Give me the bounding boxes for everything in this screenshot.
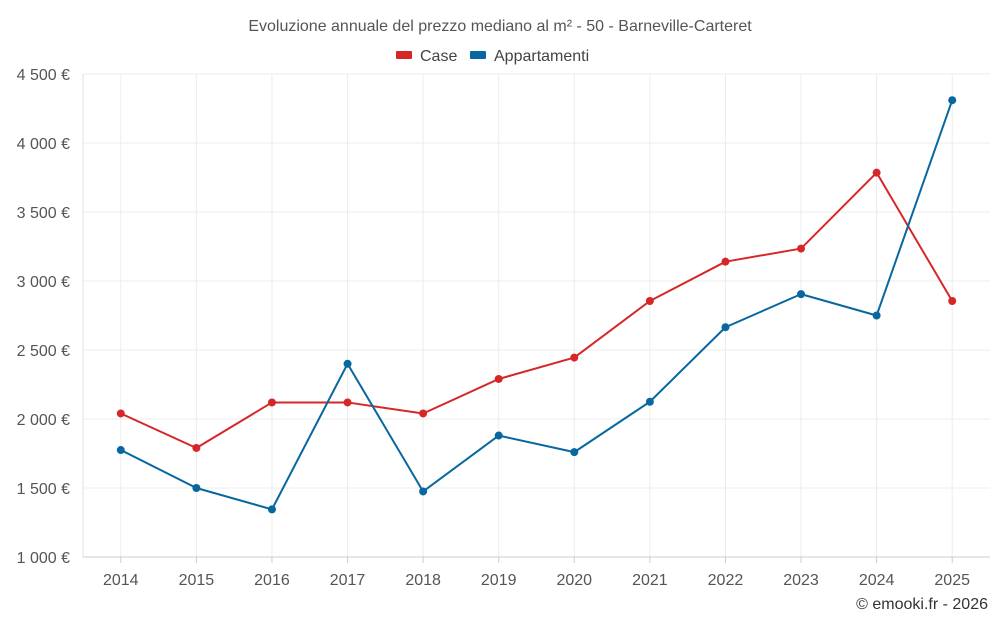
data-point-case[interactable] bbox=[116, 409, 125, 418]
x-tick-label: 2020 bbox=[556, 572, 592, 589]
x-tick-label: 2018 bbox=[405, 572, 441, 589]
y-tick-label: 3 500 € bbox=[17, 205, 70, 222]
data-point-appartamenti[interactable] bbox=[343, 359, 352, 368]
grid bbox=[83, 73, 990, 558]
data-point-case[interactable] bbox=[721, 257, 730, 266]
legend: Case Appartamenti bbox=[396, 48, 589, 65]
legend-label-appartamenti: Appartamenti bbox=[494, 48, 589, 65]
data-point-case[interactable] bbox=[872, 168, 881, 177]
legend-swatch-appartamenti bbox=[470, 51, 486, 59]
data-point-appartamenti[interactable] bbox=[494, 431, 503, 440]
data-point-case[interactable] bbox=[570, 353, 579, 362]
legend-label-case: Case bbox=[420, 48, 457, 65]
x-tick-label: 2015 bbox=[179, 572, 215, 589]
data-point-appartamenti[interactable] bbox=[797, 290, 806, 299]
x-tick-label: 2023 bbox=[783, 572, 819, 589]
data-point-case[interactable] bbox=[343, 398, 352, 407]
data-point-case[interactable] bbox=[948, 297, 957, 306]
data-point-appartamenti[interactable] bbox=[872, 311, 881, 320]
x-tick-label: 2017 bbox=[330, 572, 366, 589]
x-tick-label: 2024 bbox=[859, 572, 895, 589]
y-tick-label: 4 500 € bbox=[17, 67, 70, 84]
data-point-appartamenti[interactable] bbox=[419, 487, 428, 496]
data-point-case[interactable] bbox=[645, 297, 654, 306]
series-appartamenti bbox=[116, 96, 957, 514]
data-point-case[interactable] bbox=[419, 409, 428, 418]
data-point-case[interactable] bbox=[192, 443, 201, 452]
data-point-appartamenti[interactable] bbox=[267, 505, 276, 514]
data-point-appartamenti[interactable] bbox=[192, 484, 201, 492]
legend-swatch-case bbox=[396, 51, 412, 59]
x-tick-label: 2014 bbox=[103, 572, 139, 589]
series bbox=[116, 96, 957, 514]
x-tick-label: 2022 bbox=[708, 572, 744, 589]
legend-item-appartamenti[interactable]: Appartamenti bbox=[470, 48, 589, 65]
data-point-appartamenti[interactable] bbox=[645, 397, 654, 406]
chart-title: Evoluzione annuale del prezzo mediano al… bbox=[248, 18, 752, 35]
x-tick-label: 2025 bbox=[934, 572, 970, 589]
data-point-case[interactable] bbox=[797, 244, 806, 253]
data-point-appartamenti[interactable] bbox=[721, 323, 730, 332]
series-line-case bbox=[120, 171, 954, 449]
y-tick-label: 4 000 € bbox=[17, 136, 70, 153]
y-tick-label: 3 000 € bbox=[17, 274, 70, 291]
data-point-case[interactable] bbox=[494, 374, 503, 383]
y-tick-label: 1 500 € bbox=[17, 481, 70, 498]
series-case bbox=[116, 168, 957, 452]
credit-text: © emooki.fr - 2026 bbox=[856, 596, 988, 613]
data-point-appartamenti[interactable] bbox=[116, 446, 125, 455]
x-tick-label: 2019 bbox=[481, 572, 517, 589]
x-tick-label: 2021 bbox=[632, 572, 668, 589]
x-axis: 2014 2015 2016 2017 2018 2019 2020 2021 2022 2023… bbox=[83, 556, 990, 589]
y-axis: 1 000 € 1 500 € 2 000 € 2 500 € 3 000 € 3 500… bbox=[17, 67, 84, 567]
y-tick-label: 1 000 € bbox=[17, 550, 70, 567]
x-tick-label: 2016 bbox=[254, 572, 290, 589]
data-point-case[interactable] bbox=[267, 398, 276, 407]
data-point-appartamenti[interactable] bbox=[948, 96, 957, 105]
data-point-appartamenti[interactable] bbox=[570, 448, 579, 457]
y-tick-label: 2 000 € bbox=[17, 412, 70, 429]
legend-item-case[interactable]: Case bbox=[396, 48, 457, 65]
series-line-appartamenti bbox=[120, 99, 954, 511]
y-tick-label: 2 500 € bbox=[17, 343, 70, 360]
